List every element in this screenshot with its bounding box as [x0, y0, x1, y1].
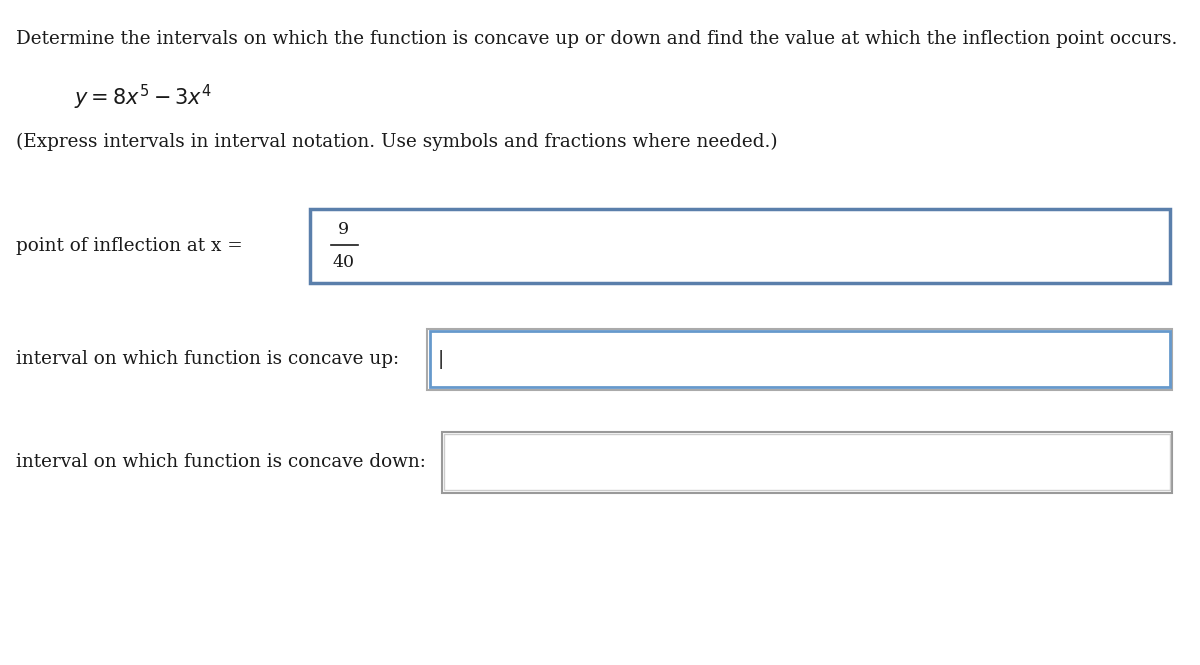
Text: interval on which function is concave down:: interval on which function is concave do…	[16, 453, 426, 471]
Text: $y = 8x^5 - 3x^4$: $y = 8x^5 - 3x^4$	[74, 83, 212, 112]
FancyBboxPatch shape	[427, 329, 1172, 390]
Text: (Express intervals in interval notation. Use symbols and fractions where needed.: (Express intervals in interval notation.…	[16, 133, 778, 151]
Text: |: |	[438, 350, 444, 368]
Text: Determine the intervals on which the function is concave up or down and find the: Determine the intervals on which the fun…	[16, 30, 1177, 48]
FancyBboxPatch shape	[444, 434, 1170, 491]
FancyBboxPatch shape	[310, 209, 1170, 283]
FancyBboxPatch shape	[430, 331, 1170, 387]
Text: 40: 40	[332, 254, 354, 271]
FancyBboxPatch shape	[442, 432, 1172, 493]
Text: point of inflection at x =: point of inflection at x =	[16, 237, 242, 255]
Text: interval on which function is concave up:: interval on which function is concave up…	[16, 350, 398, 368]
Text: 9: 9	[337, 221, 349, 238]
